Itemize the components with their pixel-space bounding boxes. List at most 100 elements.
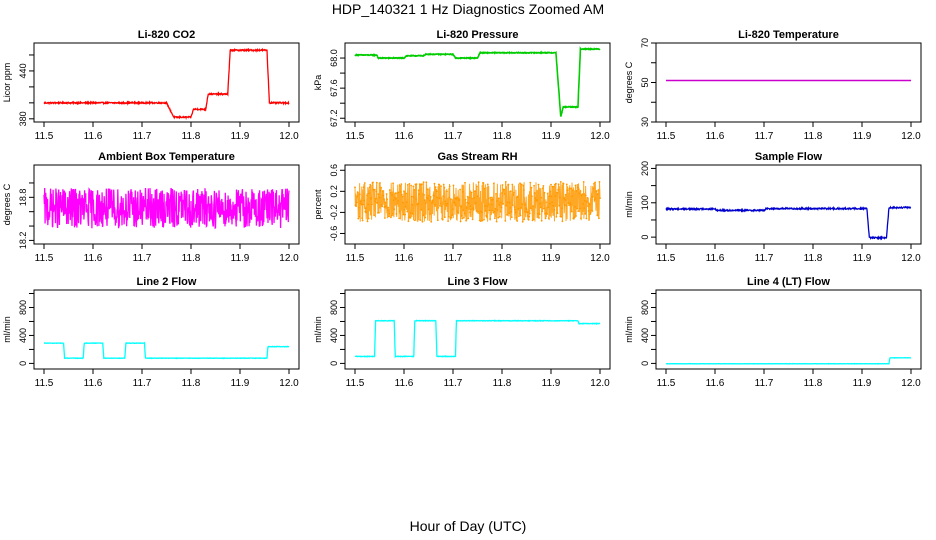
data-point xyxy=(429,196,432,198)
x-tick-label: 11.8 xyxy=(493,253,512,264)
data-point xyxy=(446,202,449,205)
y-axis-label: ml/min xyxy=(624,316,634,343)
data-point xyxy=(515,216,518,219)
data-point xyxy=(447,215,450,218)
x-tick-label: 12.0 xyxy=(590,131,610,142)
x-tick-label: 11.6 xyxy=(706,131,725,142)
data-point xyxy=(403,190,405,193)
data-point xyxy=(355,201,358,204)
data-point xyxy=(521,220,524,223)
data-point xyxy=(592,187,595,190)
x-tick-label: 11.9 xyxy=(853,253,872,264)
x-tick-label: 11.6 xyxy=(706,253,725,264)
data-point xyxy=(497,197,500,200)
data-point xyxy=(387,215,390,218)
data-point xyxy=(455,196,458,199)
data-point xyxy=(447,220,449,223)
data-point xyxy=(391,212,394,215)
data-point xyxy=(498,215,501,218)
y-tick-label: 70 xyxy=(640,38,650,48)
data-point xyxy=(372,181,374,184)
data-point xyxy=(510,210,513,213)
data-point xyxy=(409,216,411,219)
data-point xyxy=(583,199,586,202)
y-axis-label: ml/min xyxy=(2,316,12,343)
data-point xyxy=(498,204,501,206)
data-point xyxy=(551,201,553,204)
panel-frame xyxy=(344,164,611,245)
data-point xyxy=(367,203,369,206)
data-point xyxy=(452,184,455,187)
data-point xyxy=(511,183,514,186)
panel-frame xyxy=(655,289,922,370)
data-point xyxy=(565,204,568,207)
data-point xyxy=(484,209,487,212)
data-point xyxy=(584,213,587,215)
data-point xyxy=(369,183,372,186)
data-point xyxy=(501,192,503,194)
data-point xyxy=(586,197,589,199)
data-point xyxy=(569,203,572,206)
x-tick-label: 12.0 xyxy=(590,253,610,264)
data-point xyxy=(405,201,408,204)
x-tick-label: 12.0 xyxy=(901,253,921,264)
data-point xyxy=(547,206,550,209)
y-axis-label: ml/min xyxy=(313,316,323,343)
y-axis-label: percent xyxy=(313,189,323,220)
data-line xyxy=(43,47,290,121)
data-point xyxy=(565,183,568,186)
data-line xyxy=(43,187,290,230)
data-point xyxy=(478,212,480,215)
x-tick-label: 12.0 xyxy=(590,378,610,389)
panel-frame xyxy=(33,164,300,245)
data-point xyxy=(570,210,573,213)
data-point xyxy=(466,201,469,204)
chart-panel-8: Line 3 Flow 11.5 11.6 11.7 11.8 11.9 12.0 0 400 8… xyxy=(313,276,611,389)
data-point xyxy=(427,208,430,211)
x-tick-label: 11.6 xyxy=(84,253,103,264)
chart-panel-1: Li-820 CO2 11.5 11.6 11.7 11.8 11.9 12.0 380 440… xyxy=(2,29,300,142)
data-point xyxy=(434,203,436,206)
data-point xyxy=(400,183,403,186)
data-point xyxy=(548,195,551,198)
data-point xyxy=(509,207,512,209)
data-point xyxy=(427,197,429,200)
data-point xyxy=(357,206,360,209)
data-point xyxy=(435,189,437,191)
data-point xyxy=(403,208,406,211)
data-point xyxy=(423,194,425,196)
data-point xyxy=(512,194,515,196)
x-tick-label: 11.8 xyxy=(182,253,201,264)
data-point xyxy=(533,192,536,194)
x-tick-label: 11.6 xyxy=(395,253,414,264)
data-point xyxy=(426,196,428,199)
data-point xyxy=(550,195,553,198)
data-point xyxy=(571,189,574,192)
data-point xyxy=(421,220,424,223)
data-point xyxy=(550,183,552,186)
shared-x-axis-label: Hour of Day (UTC) xyxy=(409,518,527,534)
y-tick-label: 800 xyxy=(329,300,339,315)
panel-title: Li-820 Pressure xyxy=(437,29,519,41)
panel-title: Gas Stream RH xyxy=(437,151,517,163)
data-point xyxy=(438,197,441,200)
data-point xyxy=(379,189,382,192)
x-tick-label: 11.5 xyxy=(346,378,365,389)
data-point xyxy=(395,213,398,215)
x-tick-label: 11.5 xyxy=(35,253,54,264)
y-tick-label: 400 xyxy=(329,328,339,343)
data-point xyxy=(463,216,465,219)
data-point xyxy=(374,197,377,200)
data-point xyxy=(578,192,581,195)
data-point xyxy=(563,203,566,206)
data-point xyxy=(382,194,385,197)
data-point xyxy=(487,203,490,205)
data-point xyxy=(375,190,378,193)
x-tick-label: 11.8 xyxy=(493,131,512,142)
data-point xyxy=(524,210,527,213)
data-point xyxy=(587,205,589,208)
data-point xyxy=(477,181,480,184)
data-point xyxy=(555,182,557,185)
data-point xyxy=(378,196,381,199)
y-axis-label: kPa xyxy=(313,75,323,91)
